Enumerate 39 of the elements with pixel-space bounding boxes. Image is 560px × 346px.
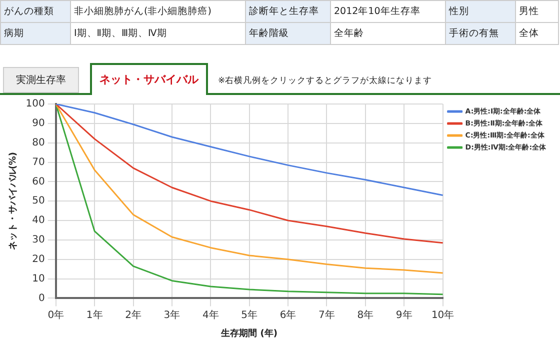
y-tick-label: 30 <box>32 234 45 246</box>
y-tick-label: 100 <box>26 98 45 110</box>
text: 年齢階級 <box>246 22 330 44</box>
text: ※右横凡例をクリックするとグラフが太線になります <box>218 75 432 87</box>
y-tick-label: 0 <box>38 292 45 304</box>
y-tick-label: 70 <box>32 156 45 168</box>
x-tick-label: 1年 <box>86 308 103 321</box>
y-tick-label: 40 <box>32 215 45 226</box>
y-tick-label: 60 <box>32 176 45 188</box>
x-tick-label: 6年 <box>280 308 296 321</box>
y-tick-label: 10 <box>32 273 45 284</box>
text: 非小細胞肺がん(非小細胞肺癌) <box>70 0 246 22</box>
x-tick-label: 10年 <box>431 308 454 321</box>
x-tick-label: 9年 <box>396 308 412 321</box>
y-tick-label: 80 <box>32 137 45 148</box>
x-tick-label: 5年 <box>241 308 258 321</box>
y-axis-title: ネット・サバイバル(%) <box>8 152 19 250</box>
y-tick-label: 20 <box>32 254 45 265</box>
text: がんの種類 <box>0 0 70 22</box>
text: 病期 <box>0 22 70 44</box>
x-tick-label: 7年 <box>318 308 335 321</box>
x-axis-title: 生存期間 (年) <box>220 328 278 339</box>
text: 全年齢 <box>330 22 446 44</box>
text: 手術の有無 <box>446 22 516 44</box>
text: Ⅰ期、Ⅱ期、Ⅲ期、Ⅳ期 <box>70 22 246 44</box>
text: 男性 <box>516 0 558 22</box>
x-tick-label: 0年 <box>48 308 64 321</box>
y-tick-label: 50 <box>32 196 45 207</box>
x-tick-label: 8年 <box>357 308 374 321</box>
x-tick-label: 2年 <box>125 308 142 321</box>
x-tick-label: 3年 <box>164 308 180 321</box>
text: 実測生存率 <box>3 67 79 93</box>
text: ネット・サバイバル <box>90 63 208 95</box>
y-tick-label: 90 <box>32 118 45 130</box>
text: 全体 <box>516 22 558 44</box>
text: 性別 <box>446 0 516 22</box>
text: 2012年10年生存率 <box>330 0 446 22</box>
text: 診断年と生存率 <box>246 0 330 22</box>
x-tick-label: 4年 <box>202 308 219 321</box>
